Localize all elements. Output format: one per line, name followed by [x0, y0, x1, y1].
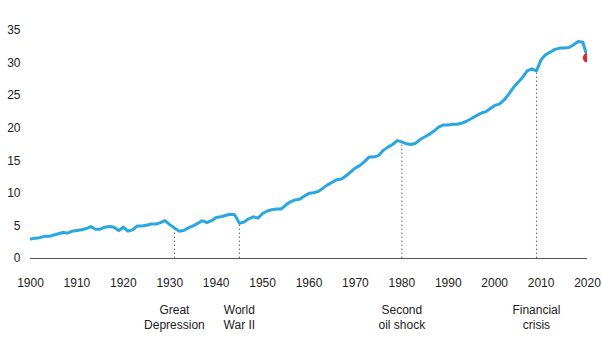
- svg-text:10: 10: [7, 186, 21, 200]
- svg-text:Secondoil shock: Secondoil shock: [378, 303, 426, 332]
- svg-text:30: 30: [7, 56, 21, 70]
- svg-text:1970: 1970: [342, 276, 369, 290]
- svg-text:1980: 1980: [388, 276, 415, 290]
- svg-text:35: 35: [7, 23, 21, 37]
- svg-text:1990: 1990: [435, 276, 462, 290]
- svg-text:1920: 1920: [110, 276, 137, 290]
- svg-text:1960: 1960: [296, 276, 323, 290]
- svg-text:5: 5: [14, 219, 21, 233]
- svg-text:1930: 1930: [156, 276, 183, 290]
- svg-text:1910: 1910: [64, 276, 91, 290]
- svg-text:GreatDepression: GreatDepression: [144, 303, 205, 332]
- svg-text:1900: 1900: [17, 276, 44, 290]
- svg-text:2020: 2020: [574, 276, 601, 290]
- svg-text:20: 20: [7, 121, 21, 135]
- svg-text:WorldWar II: WorldWar II: [224, 303, 256, 332]
- svg-text:0: 0: [14, 251, 21, 265]
- svg-text:1950: 1950: [249, 276, 276, 290]
- svg-text:25: 25: [7, 88, 21, 102]
- svg-text:Financialcrisis: Financialcrisis: [512, 303, 560, 332]
- svg-text:15: 15: [7, 154, 21, 168]
- svg-text:2000: 2000: [481, 276, 508, 290]
- svg-text:1940: 1940: [203, 276, 230, 290]
- svg-text:2010: 2010: [528, 276, 555, 290]
